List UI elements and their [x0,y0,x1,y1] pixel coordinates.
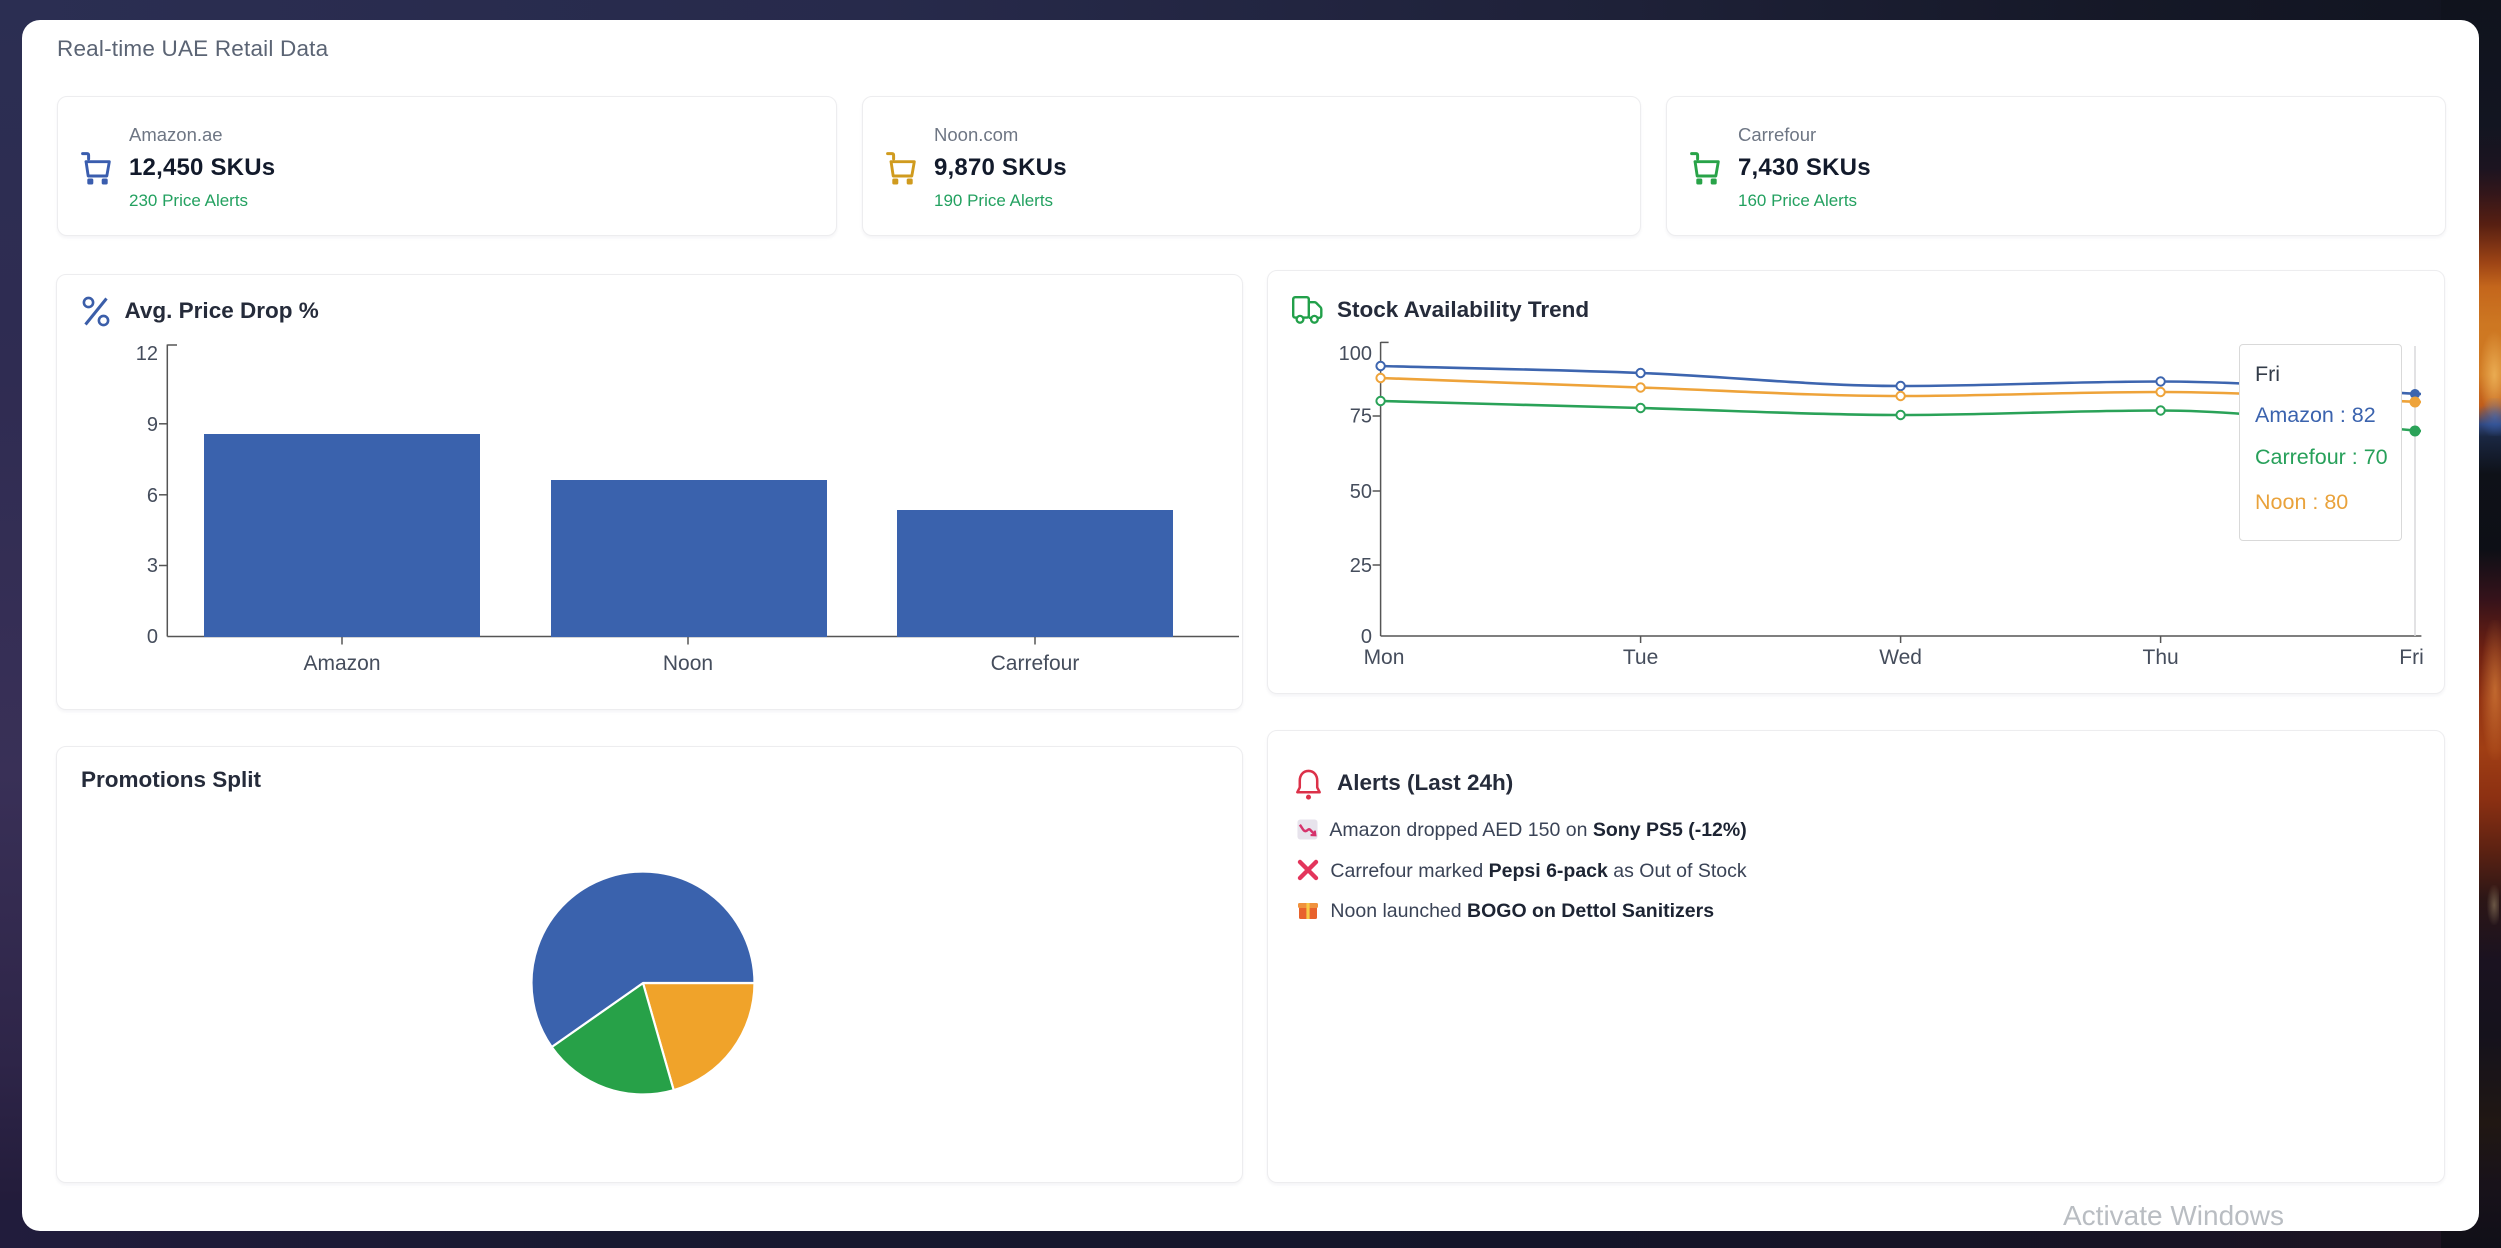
svg-text:100: 100 [1339,343,1372,365]
svg-text:0: 0 [147,626,158,648]
svg-text:Carrefour: Carrefour [991,652,1080,675]
svg-text:75: 75 [1350,406,1372,428]
svg-text:9: 9 [147,414,158,436]
svg-text:12: 12 [136,343,158,365]
svg-text:Mon: Mon [1364,646,1405,669]
svg-text:6: 6 [147,485,158,507]
svg-text:Fri: Fri [2399,646,2424,669]
svg-text:Tue: Tue [1623,646,1658,669]
svg-text:Amazon: Amazon [303,652,380,675]
svg-text:3: 3 [147,555,158,577]
svg-text:Noon: Noon [663,652,713,675]
svg-text:Thu: Thu [2143,646,2179,669]
svg-text:50: 50 [1350,481,1372,503]
svg-text:Avg. Price Drop %: Avg. Price Drop % [125,298,319,323]
svg-text:0: 0 [1361,626,1372,648]
svg-text:Wed: Wed [1879,646,1922,669]
svg-text:Stock Availability Trend: Stock Availability Trend [1337,297,1589,322]
svg-text:25: 25 [1350,555,1372,577]
